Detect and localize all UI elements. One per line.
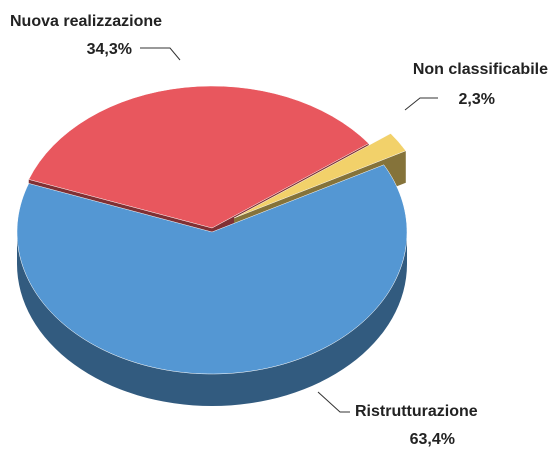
leader-line [140, 47, 181, 61]
slice-value-label: 63,4% [410, 431, 455, 447]
slice [16, 164, 408, 375]
leader-line [317, 391, 350, 413]
leader-line [404, 97, 438, 111]
slice-value-label: 2,3% [459, 91, 495, 108]
slice-label: Nuova realizzazione [10, 13, 162, 30]
slice [28, 85, 370, 229]
slice-side [17, 232, 407, 406]
slice-label: Ristrutturazione [355, 403, 478, 420]
slice-label: Non classificabile [413, 61, 548, 78]
slice [233, 133, 407, 219]
slice-value-label: 34,3% [87, 41, 132, 58]
